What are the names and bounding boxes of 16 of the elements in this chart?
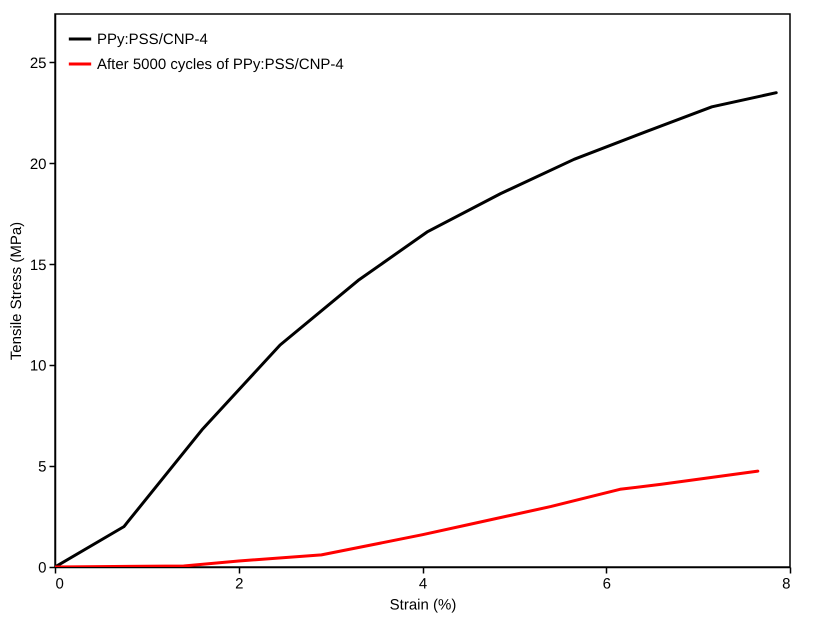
y-axis-title: Tensile Stress (MPa)	[8, 222, 25, 360]
x-tick-label: 2	[235, 576, 244, 592]
line-series	[55, 470, 760, 567]
x-tick-label: 8	[782, 576, 790, 592]
x-tick-label: 0	[56, 576, 64, 592]
x-tick-label: 6	[602, 576, 611, 592]
y-tick-label: 15	[30, 256, 46, 274]
y-tick-label: 25	[30, 54, 46, 72]
legend-label: PPy:PSS/CNP-4	[97, 31, 208, 48]
x-axis-title: Strain (%)	[390, 596, 456, 614]
y-tick-label: 0	[38, 560, 46, 576]
y-tick-label: 20	[30, 156, 46, 173]
legend-label: After 5000 cycles of PPy:PSS/CNP-4	[97, 56, 344, 73]
y-tick-label: 5	[38, 458, 46, 476]
x-tick-label: 4	[418, 576, 428, 592]
y-tick-label: 10	[30, 358, 46, 375]
